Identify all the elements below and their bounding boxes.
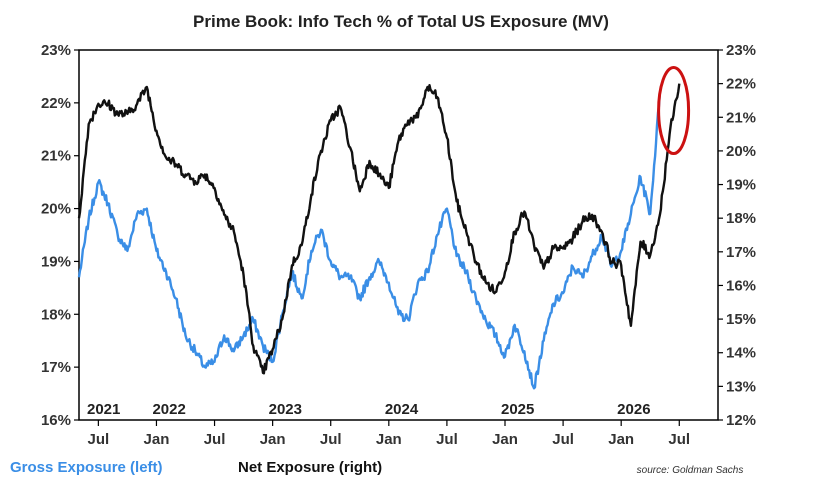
year-label: 2024	[385, 401, 419, 418]
left-tick-label: 21%	[41, 148, 71, 165]
right-tick-label: 17%	[726, 244, 756, 261]
source-note: source: Goldman Sachs	[637, 465, 744, 476]
right-tick-label: 18%	[726, 210, 756, 227]
x-tick-label: Jan	[608, 431, 634, 448]
legend-net: Net Exposure (right)	[238, 459, 382, 476]
left-tick-label: 19%	[41, 253, 71, 270]
x-tick-label: Jul	[320, 431, 342, 448]
right-tick-label: 19%	[726, 177, 756, 194]
year-label: 2023	[269, 401, 302, 418]
left-tick-label: 18%	[41, 306, 71, 323]
gross-exposure-line	[77, 92, 662, 390]
chart-title: Prime Book: Info Tech % of Total US Expo…	[193, 12, 609, 31]
year-label: 2021	[87, 401, 120, 418]
x-tick-label: Jul	[204, 431, 226, 448]
right-tick-label: 20%	[726, 143, 756, 160]
series-layer	[77, 83, 681, 390]
net-exposure-line	[77, 83, 681, 375]
x-tick-label: Jan	[260, 431, 286, 448]
right-tick-label: 14%	[726, 345, 756, 362]
right-tick-label: 22%	[726, 76, 756, 93]
right-axis: 12% 13% 14% 15% 16% 17% 18% 19% 20% 21% 22% 23%	[718, 42, 756, 429]
x-axis: Jul Jan Jul Jan Jul Jan Jul Jan Jul Jan Jul	[88, 420, 690, 448]
right-tick-label: 16%	[726, 277, 756, 294]
left-tick-label: 17%	[41, 359, 71, 376]
left-tick-label: 23%	[41, 42, 71, 59]
highlight-circle	[657, 66, 691, 156]
legend-gross: Gross Exposure (left)	[10, 459, 163, 476]
year-label: 2025	[501, 401, 534, 418]
left-tick-label: 20%	[41, 201, 71, 218]
right-tick-label: 12%	[726, 412, 756, 429]
year-label: 2026	[617, 401, 650, 418]
right-tick-label: 13%	[726, 378, 756, 395]
x-tick-label: Jan	[376, 431, 402, 448]
right-tick-label: 23%	[726, 42, 756, 59]
x-tick-label: Jul	[436, 431, 458, 448]
x-tick-label: Jul	[552, 431, 574, 448]
x-tick-label: Jul	[88, 431, 110, 448]
year-labels: 2021 2022 2023 2024 2025 2026	[87, 401, 651, 418]
x-tick-label: Jul	[668, 431, 690, 448]
year-label: 2022	[152, 401, 185, 418]
plot-frame	[78, 49, 719, 421]
right-tick-label: 15%	[726, 311, 756, 328]
right-tick-label: 21%	[726, 109, 756, 126]
left-tick-label: 16%	[41, 412, 71, 429]
x-tick-label: Jan	[492, 431, 518, 448]
x-tick-label: Jan	[144, 431, 170, 448]
left-tick-label: 22%	[41, 95, 71, 112]
left-axis: 16% 17% 18% 19% 20% 21% 22% 23%	[41, 42, 79, 429]
